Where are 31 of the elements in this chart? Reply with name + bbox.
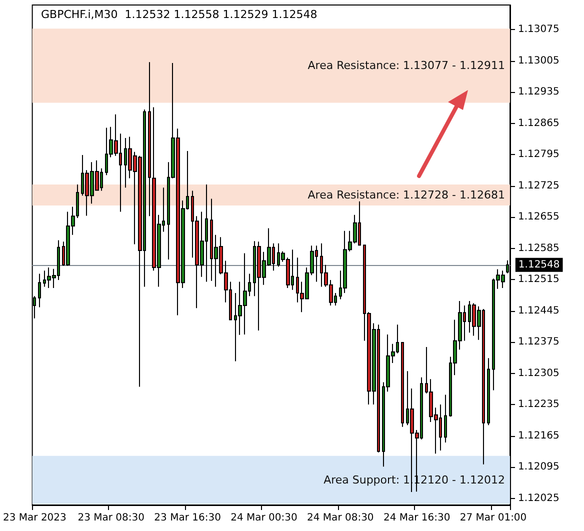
y-tick-label: 1.12375 [518,336,560,348]
y-tick-label: 1.12935 [518,86,560,98]
candlestick [401,342,404,428]
chart-title: GBPCHF.i,M30 1.12532 1.12558 1.12529 1.12548 [41,8,318,21]
y-tick-label: 1.12305 [518,368,560,379]
band-label: Area Resistance: 1.13077 - 1.12911 [308,59,505,72]
candlestick [444,394,447,443]
y-tick-label: 1.12795 [518,149,560,160]
y-tick-label: 1.12655 [518,212,560,223]
x-tick-label: 24 Mar 16:30 [383,512,450,524]
x-tick-label: 23 Mar 2023 [2,512,66,524]
candlestick [38,273,41,308]
y-tick-label: 1.12235 [518,399,560,410]
y-tick-label: 1.12445 [518,305,560,316]
y-tick-label: 1.12515 [518,274,560,286]
x-tick-label: 24 Mar 00:30 [230,512,298,524]
band-label: Area Resistance: 1.12728 - 1.12681 [308,188,505,202]
candlestick [487,358,490,426]
x-tick-label: 27 Mar 01:00 [460,512,527,524]
y-tick-label: 1.12585 [518,242,560,254]
y-tick-label: 1.12165 [518,430,560,442]
x-tick-label: 23 Mar 08:30 [78,512,145,524]
x-tick-label: 23 Mar 16:30 [154,512,221,524]
y-tick-label: 1.13075 [518,24,560,36]
y-tick-label: 1.12095 [518,462,560,473]
x-tick-label: 24 Mar 08:30 [307,512,374,524]
ref-line-label: 1.12548 [518,259,560,270]
y-tick-label: 1.12725 [518,180,560,192]
y-tick-label: 1.12865 [518,118,560,129]
y-tick-label: 1.13005 [518,55,560,66]
y-tick-label: 1.12025 [518,492,560,504]
